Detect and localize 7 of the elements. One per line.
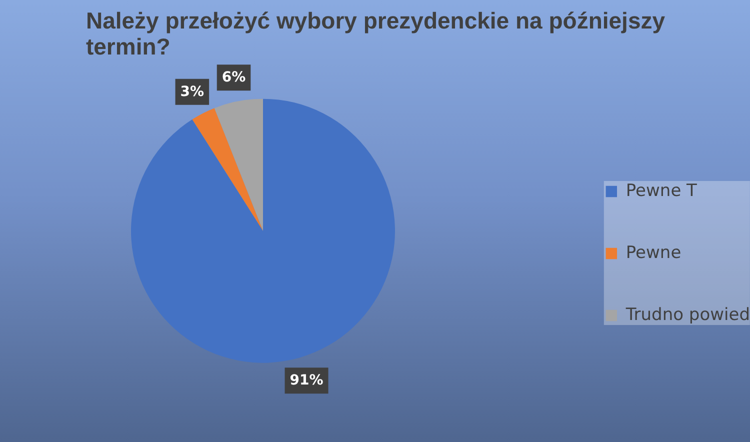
legend-label: Pewne T [626, 181, 697, 201]
data-label: 6% [222, 70, 246, 86]
chart-title: Należy przełożyć wybory prezydenckie na późniejszy termin? [86, 8, 666, 60]
data-label: 91% [290, 372, 324, 389]
legend-label: Pewne [626, 243, 682, 263]
data-label: 3% [180, 84, 204, 100]
legend-label: Trudno powied [626, 305, 750, 325]
